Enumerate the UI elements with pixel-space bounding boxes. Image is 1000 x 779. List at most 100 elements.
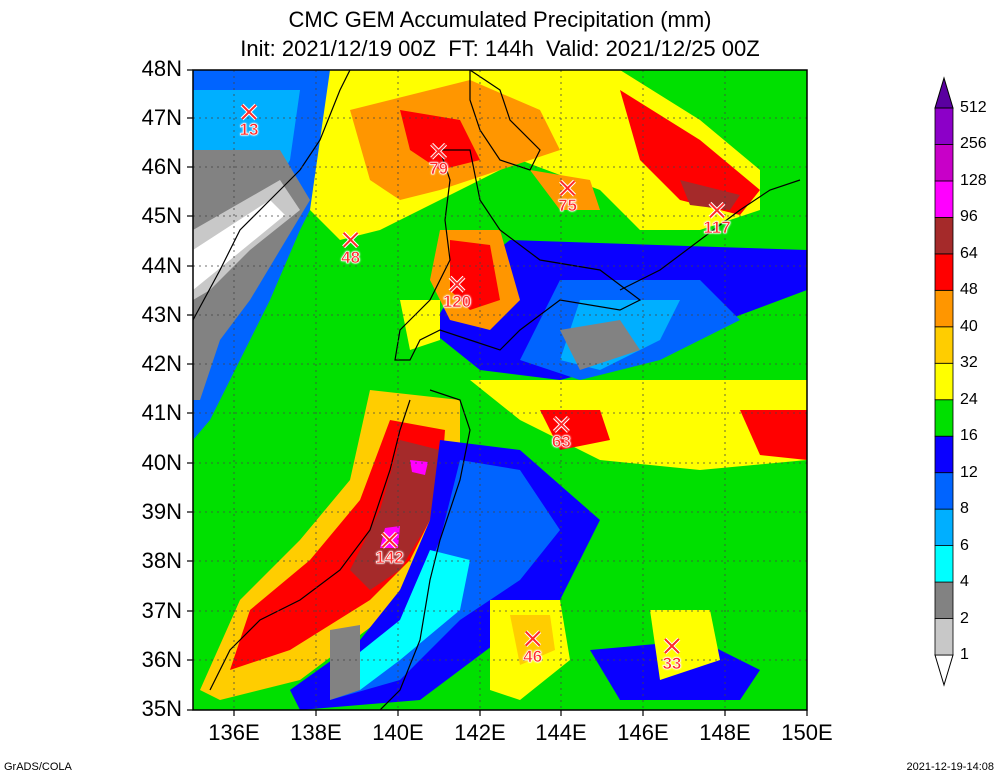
colorbar-level-label: 8 <box>960 500 969 518</box>
station-value-label: 48 <box>341 247 361 268</box>
colorbar-level-label: 512 <box>960 99 987 116</box>
map-subtitle: Init: 2021/12/19 00Z FT: 144h Valid: 202… <box>240 36 760 61</box>
station-marker <box>525 630 541 647</box>
lon-tick-label: 150E <box>781 720 833 745</box>
station-value-label: 13 <box>239 120 259 140</box>
station-marker <box>381 532 398 548</box>
lat-tick-label: 43N <box>141 302 182 327</box>
lon-tick-label: 144E <box>535 720 587 745</box>
colorbar-swatch <box>934 399 954 437</box>
lon-tick-label: 148E <box>699 720 751 745</box>
station-marker <box>342 232 359 248</box>
colorbar-swatch <box>934 326 954 364</box>
colorbar-swatch <box>934 508 954 546</box>
precip-area-32-se <box>650 610 720 680</box>
colorbar-level-label: 48 <box>960 281 978 299</box>
station-marker <box>559 180 576 196</box>
station-value-label: 46 <box>523 646 543 666</box>
colorbar-level-label: 64 <box>960 244 978 262</box>
colorbar-swatch <box>934 362 954 401</box>
coastline-asia <box>193 70 351 321</box>
colorbar-swatch <box>934 107 954 145</box>
station-value-label: 33 <box>662 654 682 674</box>
station-markers <box>240 103 726 655</box>
colorbar-level-label: 128 <box>960 171 987 189</box>
lat-tick-label: 38N <box>141 548 182 573</box>
lon-tick-label: 146E <box>617 720 669 745</box>
colorbar-level-label: 32 <box>960 354 978 372</box>
footer-credit: GrADS/COLA <box>4 761 72 773</box>
lat-tick-label: 40N <box>141 450 182 475</box>
lat-tick-label: 45N <box>141 203 182 228</box>
station-marker <box>553 416 570 433</box>
precip-area-64-ne <box>620 90 760 215</box>
colorbar-level-label: 16 <box>960 427 978 445</box>
coastline-kurils <box>619 179 801 291</box>
precip-area-96-tohoku <box>350 440 440 590</box>
colorbar-swatch <box>934 654 954 687</box>
station-value-label: 79 <box>429 159 449 179</box>
colorbar-level-label: 256 <box>960 135 987 153</box>
station-value-label: 75 <box>558 196 578 216</box>
lat-tick-label: 39N <box>141 499 182 524</box>
colorbar-level-label: 40 <box>960 317 978 335</box>
colorbar-level-label: 24 <box>960 390 978 408</box>
station-marker <box>709 202 725 219</box>
coastline-hokkaido <box>394 149 642 361</box>
colorbar-swatch <box>934 289 954 328</box>
lon-tick-label: 136E <box>208 720 260 745</box>
colorbar-level-label: 2 <box>960 609 969 627</box>
tick-marks <box>187 69 808 716</box>
lon-tick-label: 138E <box>290 720 342 745</box>
station-marker <box>241 104 257 120</box>
precip-area-1b <box>193 200 285 290</box>
precip-area-2-east <box>560 320 640 370</box>
precip-area-6-pacific <box>350 550 470 690</box>
colorbar-swatch <box>934 545 954 583</box>
colorbar-swatch <box>934 618 954 656</box>
lat-tick-label: 46N <box>141 154 182 179</box>
station-value-label: 120 <box>442 292 472 312</box>
lat-tick-label: 42N <box>141 351 182 376</box>
precip-area-24-east <box>470 380 807 470</box>
station-value-label: 117 <box>703 218 731 238</box>
map-frame <box>192 69 808 711</box>
lon-tick-label: 142E <box>454 720 506 745</box>
colorbar-swatch <box>934 253 954 291</box>
precip-area-2-pacific <box>330 625 360 700</box>
map-title: CMC GEM Accumulated Precipitation (mm) <box>288 7 712 32</box>
coastline-honshu <box>209 389 471 710</box>
lat-tick-label: 37N <box>141 598 182 623</box>
station-value-label: 142 <box>375 548 404 568</box>
precip-area-128-a <box>410 460 428 475</box>
colorbar-level-label: 96 <box>960 208 978 226</box>
precip-area-64-north <box>400 110 480 170</box>
footer-timestamp: 2021-12-19-14:08 <box>906 761 994 773</box>
grid-lines <box>193 70 807 710</box>
lat-tick-label: 35N <box>141 696 182 721</box>
colorbar-swatch <box>934 472 954 510</box>
station-value-label: 63 <box>551 432 572 452</box>
lon-tick-label: 140E <box>372 720 424 745</box>
station-marker <box>664 638 680 654</box>
colorbar-swatch <box>934 76 954 109</box>
colorbar-level-label: 1 <box>960 646 969 663</box>
colorbar-swatch <box>934 581 954 619</box>
lat-tick-label: 44N <box>141 253 182 278</box>
colorbar-swatch <box>934 144 954 182</box>
station-marker <box>449 276 465 292</box>
lat-tick-label: 47N <box>141 105 182 130</box>
precip-area-32-hokkaido-w <box>400 300 440 350</box>
precip-area-48-east <box>740 410 807 460</box>
colorbar-level-label: 4 <box>960 573 969 591</box>
coastline-sakhalin <box>469 70 541 171</box>
colorbar-swatch <box>934 180 954 218</box>
precip-area-64-hokkaido <box>450 240 500 310</box>
station-marker <box>430 143 447 159</box>
lat-tick-label: 41N <box>141 400 182 425</box>
colorbar <box>934 76 954 687</box>
lat-tick-label: 48N <box>141 56 182 81</box>
colorbar-level-label: 12 <box>960 463 978 481</box>
colorbar-swatch <box>934 216 954 255</box>
